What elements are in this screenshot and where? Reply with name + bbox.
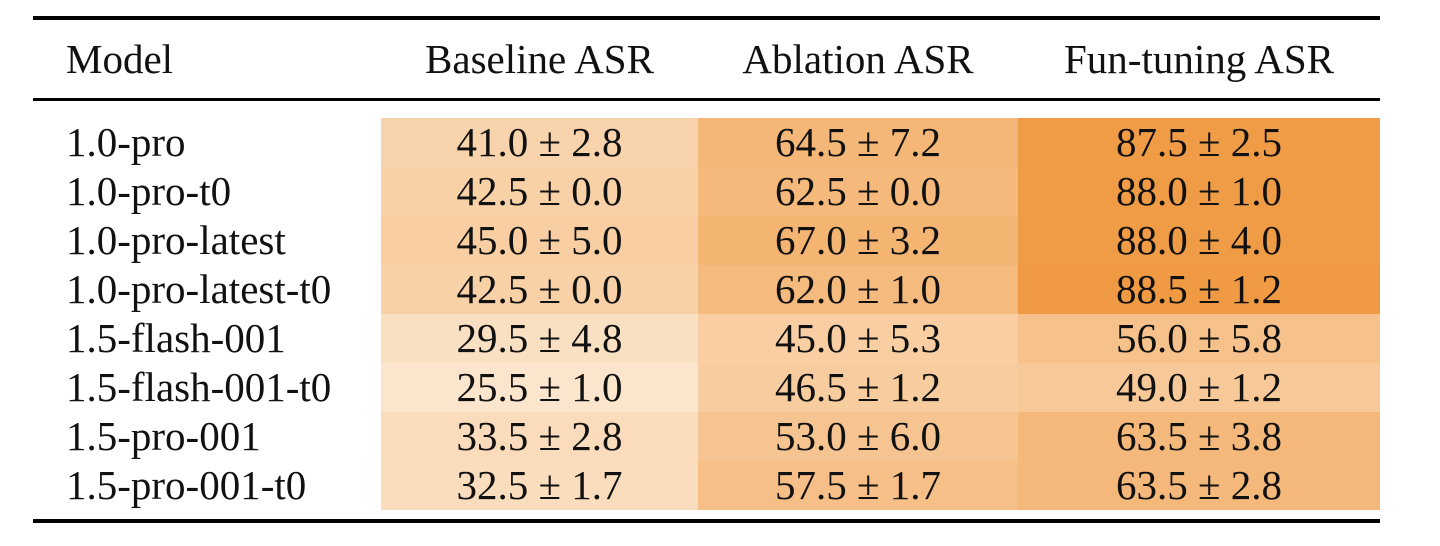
table-row: 1.5-pro-001-t0 32.5 ± 1.7 57.5 ± 1.7 63.5 ±…	[33, 461, 1380, 510]
cell-model: 1.5-flash-001-t0	[66, 364, 332, 410]
cell-fun-tuning-asr: 87.5 ± 2.5	[1018, 118, 1380, 167]
cell-ablation-asr: 64.5 ± 7.2	[698, 118, 1018, 167]
table-row: 1.5-pro-001 33.5 ± 2.8 53.0 ± 6.0 63.5 ± 3.…	[33, 412, 1380, 461]
cell-baseline-asr: 32.5 ± 1.7	[381, 461, 698, 510]
cell-fun-tuning-asr: 56.0 ± 5.8	[1018, 314, 1380, 363]
table-row: 1.0-pro 41.0 ± 2.8 64.5 ± 7.2 87.5 ± 2.5	[33, 118, 1380, 167]
cell-model: 1.0-pro	[66, 119, 186, 165]
cell-baseline-asr: 29.5 ± 4.8	[381, 314, 698, 363]
cell-ablation-asr: 62.0 ± 1.0	[698, 265, 1018, 314]
table-row: 1.0-pro-latest 45.0 ± 5.0 67.0 ± 3.2 88.0 ±…	[33, 216, 1380, 265]
top-rule	[33, 16, 1380, 20]
cell-ablation-asr: 62.5 ± 0.0	[698, 167, 1018, 216]
cell-baseline-asr: 25.5 ± 1.0	[381, 363, 698, 412]
header-row: Model Baseline ASR Ablation ASR Fun-tuni…	[33, 20, 1380, 98]
cell-fun-tuning-asr: 63.5 ± 2.8	[1018, 461, 1380, 510]
table-row: 1.0-pro-t0 42.5 ± 0.0 62.5 ± 0.0 88.0 ± 1.0	[33, 167, 1380, 216]
cell-fun-tuning-asr: 88.0 ± 4.0	[1018, 216, 1380, 265]
table-row: 1.0-pro-latest-t0 42.5 ± 0.0 62.0 ± 1.0 88.…	[33, 265, 1380, 314]
cell-fun-tuning-asr: 88.5 ± 1.2	[1018, 265, 1380, 314]
header-model: Model	[66, 35, 174, 82]
cell-model: 1.5-flash-001	[66, 315, 286, 361]
table-row: 1.5-flash-001 29.5 ± 4.8 45.0 ± 5.3 56.0 ± …	[33, 314, 1380, 363]
cell-ablation-asr: 53.0 ± 6.0	[698, 412, 1018, 461]
cell-model: 1.0-pro-latest	[66, 217, 286, 263]
cell-ablation-asr: 46.5 ± 1.2	[698, 363, 1018, 412]
cell-ablation-asr: 45.0 ± 5.3	[698, 314, 1018, 363]
bottom-rule	[33, 519, 1380, 523]
results-table: Model Baseline ASR Ablation ASR Fun-tuni…	[33, 16, 1380, 523]
cell-fun-tuning-asr: 63.5 ± 3.8	[1018, 412, 1380, 461]
cell-fun-tuning-asr: 49.0 ± 1.2	[1018, 363, 1380, 412]
cell-fun-tuning-asr: 88.0 ± 1.0	[1018, 167, 1380, 216]
header-fun-tuning-asr: Fun-tuning ASR	[1064, 35, 1334, 82]
cell-baseline-asr: 45.0 ± 5.0	[381, 216, 698, 265]
table-row: 1.5-flash-001-t0 25.5 ± 1.0 46.5 ± 1.2 49.0…	[33, 363, 1380, 412]
table-body: 1.0-pro 41.0 ± 2.8 64.5 ± 7.2 87.5 ± 2.5 1.0…	[33, 101, 1380, 519]
header-rule	[33, 98, 1380, 101]
header-baseline-asr: Baseline ASR	[425, 35, 654, 82]
cell-baseline-asr: 42.5 ± 0.0	[381, 265, 698, 314]
cell-baseline-asr: 41.0 ± 2.8	[381, 118, 698, 167]
cell-baseline-asr: 33.5 ± 2.8	[381, 412, 698, 461]
header-ablation-asr: Ablation ASR	[742, 35, 974, 82]
cell-model: 1.0-pro-t0	[66, 168, 232, 214]
cell-model: 1.0-pro-latest-t0	[66, 266, 332, 312]
cell-model: 1.5-pro-001-t0	[66, 462, 307, 508]
cell-ablation-asr: 57.5 ± 1.7	[698, 461, 1018, 510]
cell-baseline-asr: 42.5 ± 0.0	[381, 167, 698, 216]
cell-model: 1.5-pro-001	[66, 413, 261, 459]
cell-ablation-asr: 67.0 ± 3.2	[698, 216, 1018, 265]
